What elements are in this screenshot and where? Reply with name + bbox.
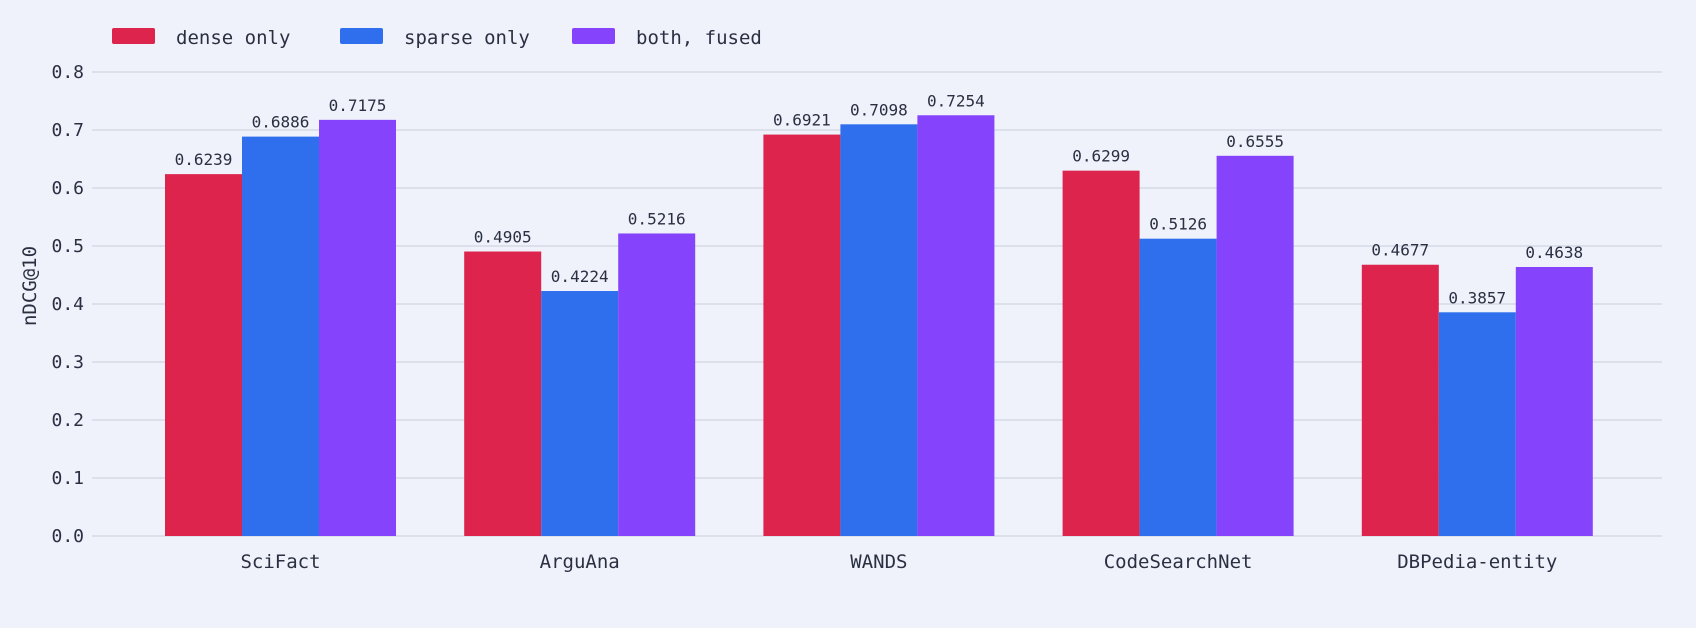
legend: dense only sparse only both, fused bbox=[112, 27, 762, 49]
bar bbox=[1438, 312, 1516, 536]
bar bbox=[1216, 155, 1294, 536]
legend-swatch bbox=[340, 28, 383, 44]
y-tick-label: 0.1 bbox=[51, 468, 84, 489]
bar bbox=[319, 119, 396, 536]
y-tick-label: 0.5 bbox=[51, 236, 84, 257]
value-labels: 0.6239 0.6886 0.7175 0.4905 0.4224 0.5216 0.69… bbox=[175, 91, 1584, 307]
bar bbox=[917, 115, 995, 536]
y-axis-ticks: 0.0 0.1 0.2 0.3 0.4 0.5 0.6 0.7 0.8 bbox=[51, 62, 84, 547]
bar-value-label: 0.6921 bbox=[773, 111, 831, 130]
bar-value-label: 0.4638 bbox=[1525, 243, 1583, 262]
bar-value-label: 0.4905 bbox=[474, 228, 532, 247]
x-category-label: CodeSearchNet bbox=[1104, 551, 1253, 573]
legend-label: sparse only bbox=[404, 27, 530, 49]
bar bbox=[840, 124, 918, 536]
bar-value-label: 0.4224 bbox=[551, 267, 609, 286]
bar bbox=[1361, 264, 1439, 536]
y-tick-label: 0.0 bbox=[51, 526, 84, 547]
bar bbox=[1515, 266, 1593, 536]
legend-label: dense only bbox=[176, 27, 290, 49]
bar-value-label: 0.6886 bbox=[252, 113, 310, 132]
bar-value-label: 0.3857 bbox=[1448, 288, 1506, 307]
legend-swatch bbox=[112, 28, 155, 44]
bar-value-label: 0.6299 bbox=[1072, 147, 1130, 166]
bar-value-label: 0.6239 bbox=[175, 150, 233, 169]
legend-swatch bbox=[572, 28, 615, 44]
bar bbox=[541, 291, 619, 536]
bar bbox=[618, 233, 696, 537]
bar-value-label: 0.5126 bbox=[1149, 215, 1207, 234]
bar-value-label: 0.7098 bbox=[850, 100, 908, 119]
bar bbox=[1062, 170, 1140, 536]
x-axis-categories: SciFact ArguAna WANDS CodeSearchNet DBPedia-… bbox=[240, 551, 1557, 573]
legend-label: both, fused bbox=[636, 27, 762, 49]
bar-value-label: 0.4677 bbox=[1371, 241, 1429, 260]
x-category-label: WANDS bbox=[850, 551, 907, 573]
x-category-label: DBPedia-entity bbox=[1397, 551, 1557, 573]
bar-value-label: 0.7254 bbox=[927, 91, 985, 110]
y-tick-label: 0.4 bbox=[51, 294, 84, 315]
y-axis-title: nDCG@10 bbox=[19, 246, 41, 326]
y-tick-label: 0.7 bbox=[51, 120, 84, 141]
bars bbox=[165, 115, 1593, 537]
y-tick-label: 0.2 bbox=[51, 410, 84, 431]
bar bbox=[763, 134, 841, 536]
bar-value-label: 0.7175 bbox=[329, 96, 387, 115]
bar-value-label: 0.5216 bbox=[628, 209, 686, 228]
y-tick-label: 0.6 bbox=[51, 178, 84, 199]
bar bbox=[242, 136, 319, 536]
bar bbox=[165, 174, 242, 536]
x-category-label: ArguAna bbox=[540, 551, 620, 573]
bar bbox=[464, 251, 542, 536]
x-category-label: SciFact bbox=[240, 551, 320, 573]
bar-value-label: 0.6555 bbox=[1226, 132, 1284, 151]
y-tick-label: 0.8 bbox=[51, 62, 84, 83]
y-tick-label: 0.3 bbox=[51, 352, 84, 373]
bar bbox=[1139, 238, 1217, 536]
